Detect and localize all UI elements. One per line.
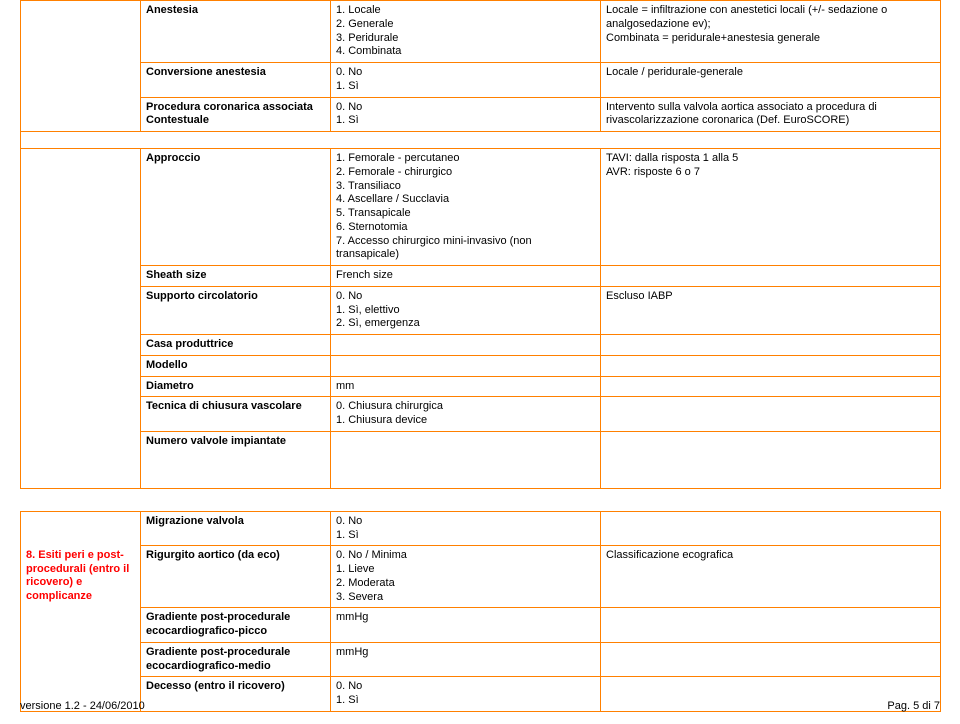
field-label: Diametro bbox=[141, 376, 331, 397]
field-label: Approccio bbox=[141, 149, 331, 266]
section-cell bbox=[21, 355, 141, 376]
section-cell bbox=[21, 63, 141, 98]
field-values: 0. No / Minima1. Lieve2. Moderata3. Seve… bbox=[331, 546, 601, 608]
field-values: 1. Locale2. Generale3. Peridurale4. Comb… bbox=[331, 1, 601, 63]
field-values: mmHg bbox=[331, 608, 601, 643]
field-notes: Classificazione ecografica bbox=[601, 546, 941, 608]
field-values: French size bbox=[331, 266, 601, 287]
footer-version: versione 1.2 - 24/06/2010 bbox=[20, 700, 145, 712]
field-values: mm bbox=[331, 376, 601, 397]
field-values bbox=[331, 355, 601, 376]
field-label: Numero valvole impiantate bbox=[141, 431, 331, 488]
section-cell bbox=[21, 335, 141, 356]
field-notes bbox=[601, 642, 941, 677]
data-table: Anestesia1. Locale2. Generale3. Peridura… bbox=[20, 0, 941, 712]
field-notes bbox=[601, 266, 941, 287]
field-notes bbox=[601, 431, 941, 488]
field-values: 0. No1. Sì, elettivo2. Sì, emergenza bbox=[331, 286, 601, 334]
section-cell bbox=[21, 431, 141, 488]
field-label: Rigurgito aortico (da eco) bbox=[141, 546, 331, 608]
section-cell bbox=[21, 97, 141, 132]
field-notes bbox=[601, 376, 941, 397]
field-notes bbox=[601, 355, 941, 376]
field-label: Gradiente post-procedurale ecocardiograf… bbox=[141, 608, 331, 643]
field-notes bbox=[601, 335, 941, 356]
field-notes bbox=[601, 608, 941, 643]
field-label: Supporto circolatorio bbox=[141, 286, 331, 334]
spacer bbox=[21, 488, 941, 511]
spacer bbox=[21, 132, 941, 149]
field-values: mmHg bbox=[331, 642, 601, 677]
field-notes: Escluso IABP bbox=[601, 286, 941, 334]
field-notes: Locale / peridurale-generale bbox=[601, 63, 941, 98]
section-cell bbox=[21, 376, 141, 397]
field-label: Gradiente post-procedurale ecocardiograf… bbox=[141, 642, 331, 677]
field-label: Migrazione valvola bbox=[141, 511, 331, 546]
field-values: 0. No1. Sì bbox=[331, 97, 601, 132]
field-notes bbox=[601, 511, 941, 546]
field-label: Anestesia bbox=[141, 1, 331, 63]
field-notes: TAVI: dalla risposta 1 alla 5AVR: rispos… bbox=[601, 149, 941, 266]
field-label: Casa produttrice bbox=[141, 335, 331, 356]
section-cell bbox=[21, 397, 141, 432]
section-cell bbox=[21, 642, 141, 677]
section-cell bbox=[21, 511, 141, 546]
section-cell bbox=[21, 266, 141, 287]
section-cell bbox=[21, 286, 141, 334]
field-label: Procedura coronarica associata Contestua… bbox=[141, 97, 331, 132]
page-footer: versione 1.2 - 24/06/2010 Pag. 5 di 7 bbox=[20, 700, 940, 712]
section-cell bbox=[21, 608, 141, 643]
field-label: Sheath size bbox=[141, 266, 331, 287]
field-values: 0. No1. Sì bbox=[331, 63, 601, 98]
field-notes: Intervento sulla valvola aortica associa… bbox=[601, 97, 941, 132]
field-notes bbox=[601, 397, 941, 432]
field-values: 0. No1. Sì bbox=[331, 511, 601, 546]
field-label: Tecnica di chiusura vascolare bbox=[141, 397, 331, 432]
field-values bbox=[331, 335, 601, 356]
footer-page: Pag. 5 di 7 bbox=[887, 700, 940, 712]
section-cell: 8. Esiti peri e post-procedurali (entro … bbox=[21, 546, 141, 608]
field-values bbox=[331, 431, 601, 488]
section-cell bbox=[21, 1, 141, 63]
section-cell bbox=[21, 149, 141, 266]
field-label: Conversione anestesia bbox=[141, 63, 331, 98]
field-label: Modello bbox=[141, 355, 331, 376]
field-values: 1. Femorale - percutaneo2. Femorale - ch… bbox=[331, 149, 601, 266]
field-values: 0. Chiusura chirurgica1. Chiusura device bbox=[331, 397, 601, 432]
field-notes: Locale = infiltrazione con anestetici lo… bbox=[601, 1, 941, 63]
